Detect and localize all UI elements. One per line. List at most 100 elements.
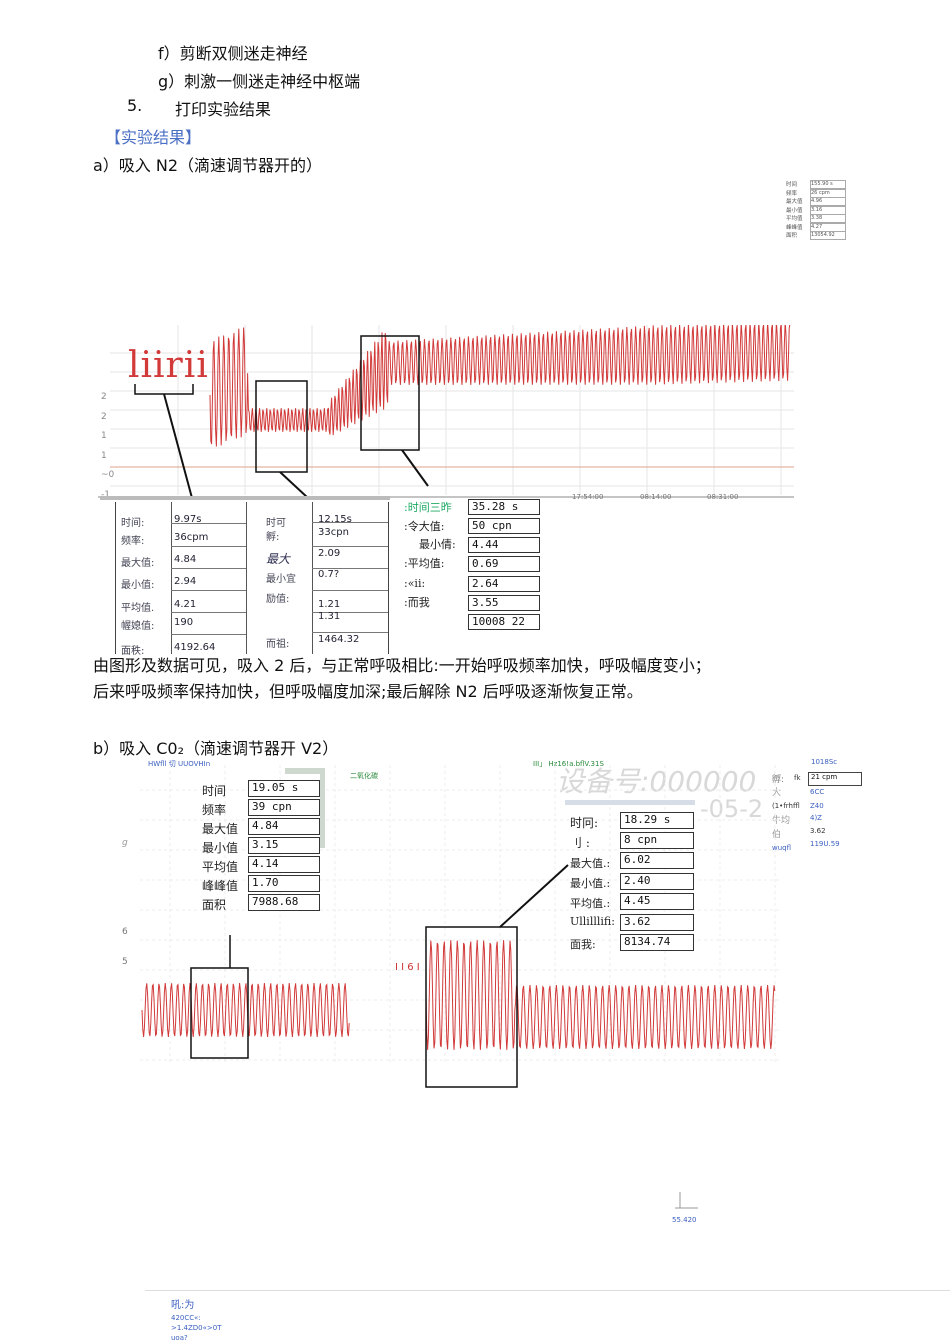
section-a-title: a）吸入 N2（滴速调节器开的） [93,156,323,175]
bl-value: 39 cpn [248,799,320,816]
t2-value: 1464.32 [318,634,360,645]
corner-legend-value: 13054.92 [810,231,846,240]
respiration-chart-n2 [98,325,794,500]
step-5-text: 打印实验结果 [175,100,272,119]
br-label: 最小值.: [570,877,611,890]
br-label: Ullilllifi: [570,915,615,928]
br-label: 最大值.: [570,857,611,870]
t3-label: :令大值: [404,520,445,533]
date-watermark: -05-2 [700,795,764,823]
right-faint-panel: 孵: 大 (1•frhffl 牛均 伯 wuqfl fk 21 cpm 6CC … [772,772,862,852]
conclusion-line-2: 后来呼吸频率保持加快，但呼吸幅度加深;最后解除 N2 后呼吸逐渐恢复正常。 [93,682,643,701]
right-value: 3.62 [810,827,826,835]
br-label: 时冋: [570,816,599,830]
t1-label: 面秩: [121,646,145,657]
y-tick: 2 [101,411,107,422]
t3-value: 35.28 s [468,499,540,515]
right-top-label: 1018Sc [811,758,838,766]
right-label: 孵: [772,775,785,785]
bl-value: 4.84 [248,818,320,835]
bl-label: 面积 [202,898,227,912]
t2-value: 2.09 [318,548,341,559]
right-value: 21 cpm [808,772,862,786]
t1-value: 190 [174,617,194,628]
results-heading: 【实验结果】 [105,128,202,147]
x-tick: 08:14:00 [640,493,672,501]
mid-ticks: I I 6 I [395,962,420,973]
t3-value: 4.44 [468,537,540,553]
t1-label: 平均值. [121,603,155,614]
footer-line: >1.4ZD0«>0T [171,1324,222,1332]
callout-lines-a [134,384,429,499]
right-label: (1•frhffl [772,802,800,810]
corner-legend-label: 面积 [786,233,798,239]
highlight-box-b2 [425,926,518,1088]
t2-label: 时可 [266,518,286,529]
corner-legend-label: 峰峰值 [786,224,803,231]
bl-value: 4.14 [248,856,320,873]
right-value: 4)Z [810,814,822,822]
footer-line: uoa? [171,1334,188,1342]
tiny-label: 55.420 [672,1216,697,1224]
y-tick: ~0 [101,470,115,480]
t2-value: 12.15s [318,514,352,525]
highlight-box-2 [360,335,420,451]
t3-value: 10008 22 [468,614,540,630]
br-label: 面我: [570,938,596,951]
t1-label: 时间: [121,518,145,529]
bl-label: 最小值 [202,841,239,855]
corner-legend-label: 时间 [786,182,798,188]
right-value: 6CC [810,788,825,796]
t2-label: 而祖: [266,639,290,650]
t3-value: 0.69 [468,556,540,572]
br-value: 8134.74 [620,934,694,951]
step-f: f）剪断双侧迷走神经 [158,44,308,63]
bl-value: 7988.68 [248,894,320,911]
t2-label: 最小宜 [266,574,296,585]
bl-value: 3.15 [248,837,320,854]
bl-label: 最大值 [202,822,239,836]
measure-table-3: :时间三昨 :令大值: 最小倩: :平均值: :«ii: :而我 35.28 s… [396,495,546,635]
t1-label: 幄媳值: [121,621,155,632]
right-label: 大 [772,788,782,798]
t2-label: 孵: [266,532,280,543]
y-axis-ticks-a: 2 2 1 1 ~0 -1 [101,388,114,505]
corner-legend-label: 平均值 [786,216,803,222]
y-tick: 1 [101,450,107,461]
t1-value: 4192.64 [174,642,216,653]
right-value: Z40 [810,802,824,810]
highlight-box-1 [255,380,308,473]
right-label: 牛均 [772,816,791,826]
t3-value: 2.64 [468,576,540,592]
measure-box-b-right: 时冋: 刂 : 最大值.: 最小值.: 平均值.: Ullilllifi: 面我… [565,800,700,955]
header-mid: 二氧化碳 [350,772,378,780]
respiration-chart-co2 [140,765,780,1088]
corner-legend-label: 最小值 [786,207,803,214]
y-tick-b: 5 [122,957,128,967]
y-tick-b: 6 [122,927,128,937]
br-value: 8 cpn [620,832,694,849]
corner-legend-label: 频率 [786,190,798,197]
bl-label: 频率 [202,803,227,817]
chart-watermark: liirii [128,345,209,386]
right-label: 伯 [772,830,782,840]
t1-value: 36cpm [174,532,209,543]
corner-legend-label: 最大值 [786,199,803,205]
t3-label: :平均值: [404,557,445,570]
y-tick: 1 [101,431,107,441]
br-label: 刂 : [570,836,590,850]
bl-label: 时间 [202,784,227,798]
x-tick: 17:54:00 [572,493,604,501]
step-g: g）刺激一侧迷走神经中枢端 [158,72,361,91]
t1-label: 最小值: [121,580,155,591]
t1-value: 9.97s [174,514,202,525]
y-tick: 2 [101,392,107,402]
br-value: 3.62 [620,914,694,931]
br-value: 2.40 [620,873,694,890]
right-value: fk [794,774,801,782]
t1-label: 最大值: [121,558,155,569]
x-tick: 08:31:00 [707,493,739,501]
bl-label: 峰峰值 [202,879,239,893]
measure-box-b-left: 时间 频率 最大值 最小值 平均值 峰峰值 面积 19.05 s 39 cpn … [200,778,325,913]
conclusion-line-1: 由图形及数据可见，吸入 2 后，与正常呼吸相比:一开始呼吸频率加快，呼吸幅度变小… [93,656,711,675]
